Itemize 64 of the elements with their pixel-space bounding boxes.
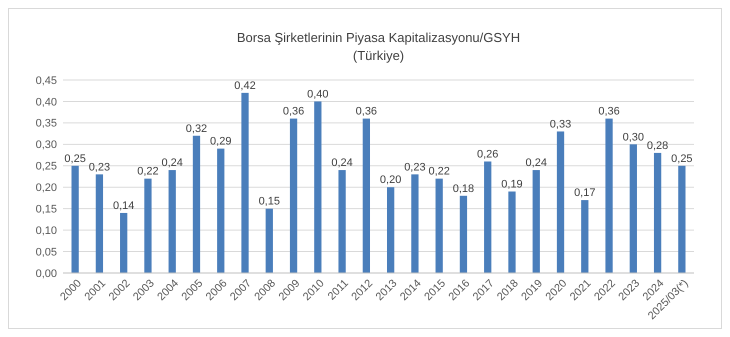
data-label: 0,14 (112, 200, 134, 212)
data-label: 0,24 (331, 157, 353, 170)
data-label: 0,36 (356, 106, 378, 118)
y-tick-label: 0,45 (36, 74, 57, 87)
bar (411, 174, 419, 273)
chart-subtitle: (Türkiye) (352, 48, 404, 63)
data-label: 0,23 (88, 161, 110, 174)
data-label: 0,22 (428, 166, 450, 178)
bar (266, 208, 273, 273)
bar (362, 118, 370, 273)
bar (630, 144, 637, 273)
data-label: 0,24 (526, 157, 547, 170)
data-label: 0,32 (186, 122, 208, 135)
bar (120, 212, 128, 273)
bar (460, 196, 468, 273)
y-tick-label: 0,00 (36, 268, 57, 280)
data-label: 0,24 (162, 157, 183, 170)
data-label: 0,25 (64, 152, 86, 165)
data-label: 0,40 (307, 88, 329, 100)
y-tick-label: 0,40 (36, 96, 57, 108)
data-label: 0,22 (137, 166, 159, 178)
y-tick-label: 0,30 (36, 139, 57, 152)
bar (96, 174, 104, 273)
data-label: 0,26 (477, 148, 498, 160)
bar (217, 148, 224, 273)
bar (338, 170, 346, 273)
y-tick-label: 0,20 (36, 182, 57, 194)
data-label: 0,18 (452, 182, 474, 195)
bar (436, 178, 443, 273)
bar (241, 92, 249, 273)
bar (314, 101, 322, 273)
bar (192, 136, 200, 273)
data-label: 0,42 (234, 80, 256, 92)
data-label: 0,30 (622, 131, 644, 144)
bar (508, 192, 516, 273)
data-label: 0,15 (258, 196, 280, 208)
bar (678, 166, 686, 273)
data-label: 0,29 (210, 136, 232, 148)
bar (532, 170, 540, 273)
y-tick-label: 0,15 (36, 204, 57, 216)
bar (484, 161, 492, 273)
data-label: 0,36 (598, 106, 620, 118)
chart-title: Borsa Şirketlerinin Piyasa Kapitalizasyonu/GSYH (236, 30, 520, 45)
data-label: 0,25 (671, 152, 693, 165)
data-label: 0,36 (282, 106, 304, 118)
bar (581, 200, 588, 273)
bar (386, 187, 394, 273)
y-tick-label: 0,25 (36, 160, 57, 173)
data-label: 0,28 (646, 140, 668, 152)
data-label: 0,33 (550, 118, 572, 130)
bar (556, 131, 564, 273)
bar (144, 178, 152, 273)
data-label: 0,20 (380, 174, 402, 186)
data-label: 0,19 (501, 178, 523, 191)
y-tick-label: 0,35 (36, 118, 57, 130)
bar (605, 118, 613, 273)
y-tick-label: 0,10 (36, 224, 57, 237)
bar (290, 118, 298, 273)
y-tick-label: 0,05 (36, 246, 57, 258)
data-label: 0,17 (574, 187, 596, 200)
data-label: 0,23 (404, 161, 426, 174)
bar (654, 152, 662, 273)
bar (168, 170, 176, 273)
bar (71, 166, 79, 273)
